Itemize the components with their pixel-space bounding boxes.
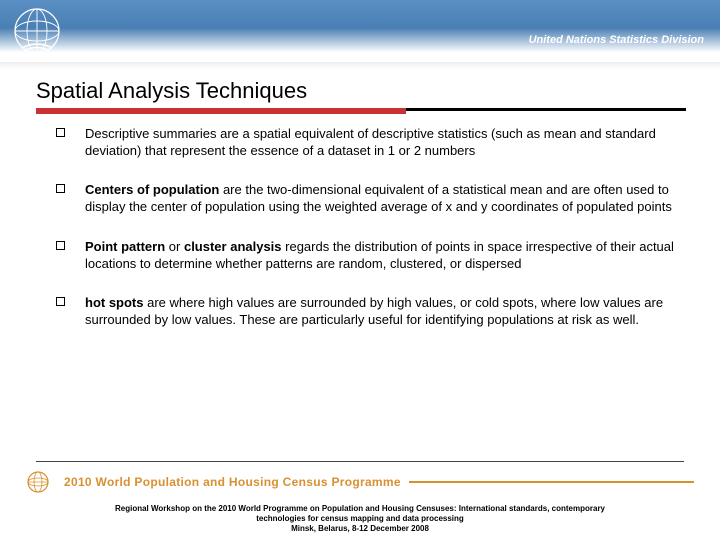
bullet-square-icon bbox=[56, 297, 65, 306]
bullet-square-icon bbox=[56, 128, 65, 137]
bullet-text: Descriptive summaries are a spatial equi… bbox=[85, 125, 680, 159]
caption-line: Minsk, Belarus, 8-12 December 2008 bbox=[20, 524, 700, 534]
bullet-text: Centers of population are the two-dimens… bbox=[85, 181, 680, 215]
caption-line: technologies for census mapping and data… bbox=[20, 514, 700, 524]
bullet-item: Centers of population are the two-dimens… bbox=[56, 181, 680, 215]
caption-line: Regional Workshop on the 2010 World Prog… bbox=[20, 504, 700, 514]
bullet-square-icon bbox=[56, 241, 65, 250]
header-shadow bbox=[0, 62, 720, 70]
banner-text: 2010 World Population and Housing Census… bbox=[64, 475, 401, 489]
bullet-text: hot spots are where high values are surr… bbox=[85, 294, 680, 328]
title-underline bbox=[36, 108, 686, 111]
slide-title: Spatial Analysis Techniques bbox=[0, 70, 720, 108]
bullet-square-icon bbox=[56, 184, 65, 193]
un-emblem-icon bbox=[12, 6, 62, 56]
bullet-text: Point pattern or cluster analysis regard… bbox=[85, 238, 680, 272]
header-org-title: United Nations Statistics Division bbox=[529, 34, 704, 46]
bullet-item: Point pattern or cluster analysis regard… bbox=[56, 238, 680, 272]
header-bar: United Nations Statistics Division bbox=[0, 0, 720, 70]
banner-accent-line bbox=[409, 481, 694, 483]
bullet-item: hot spots are where high values are surr… bbox=[56, 294, 680, 328]
bullet-item: Descriptive summaries are a spatial equi… bbox=[56, 125, 680, 159]
census-globe-icon bbox=[26, 470, 56, 494]
footer-divider bbox=[36, 461, 684, 462]
footer-banner: 2010 World Population and Housing Census… bbox=[26, 468, 694, 496]
footer-caption: Regional Workshop on the 2010 World Prog… bbox=[0, 504, 720, 534]
content-area: Descriptive summaries are a spatial equi… bbox=[0, 111, 720, 328]
